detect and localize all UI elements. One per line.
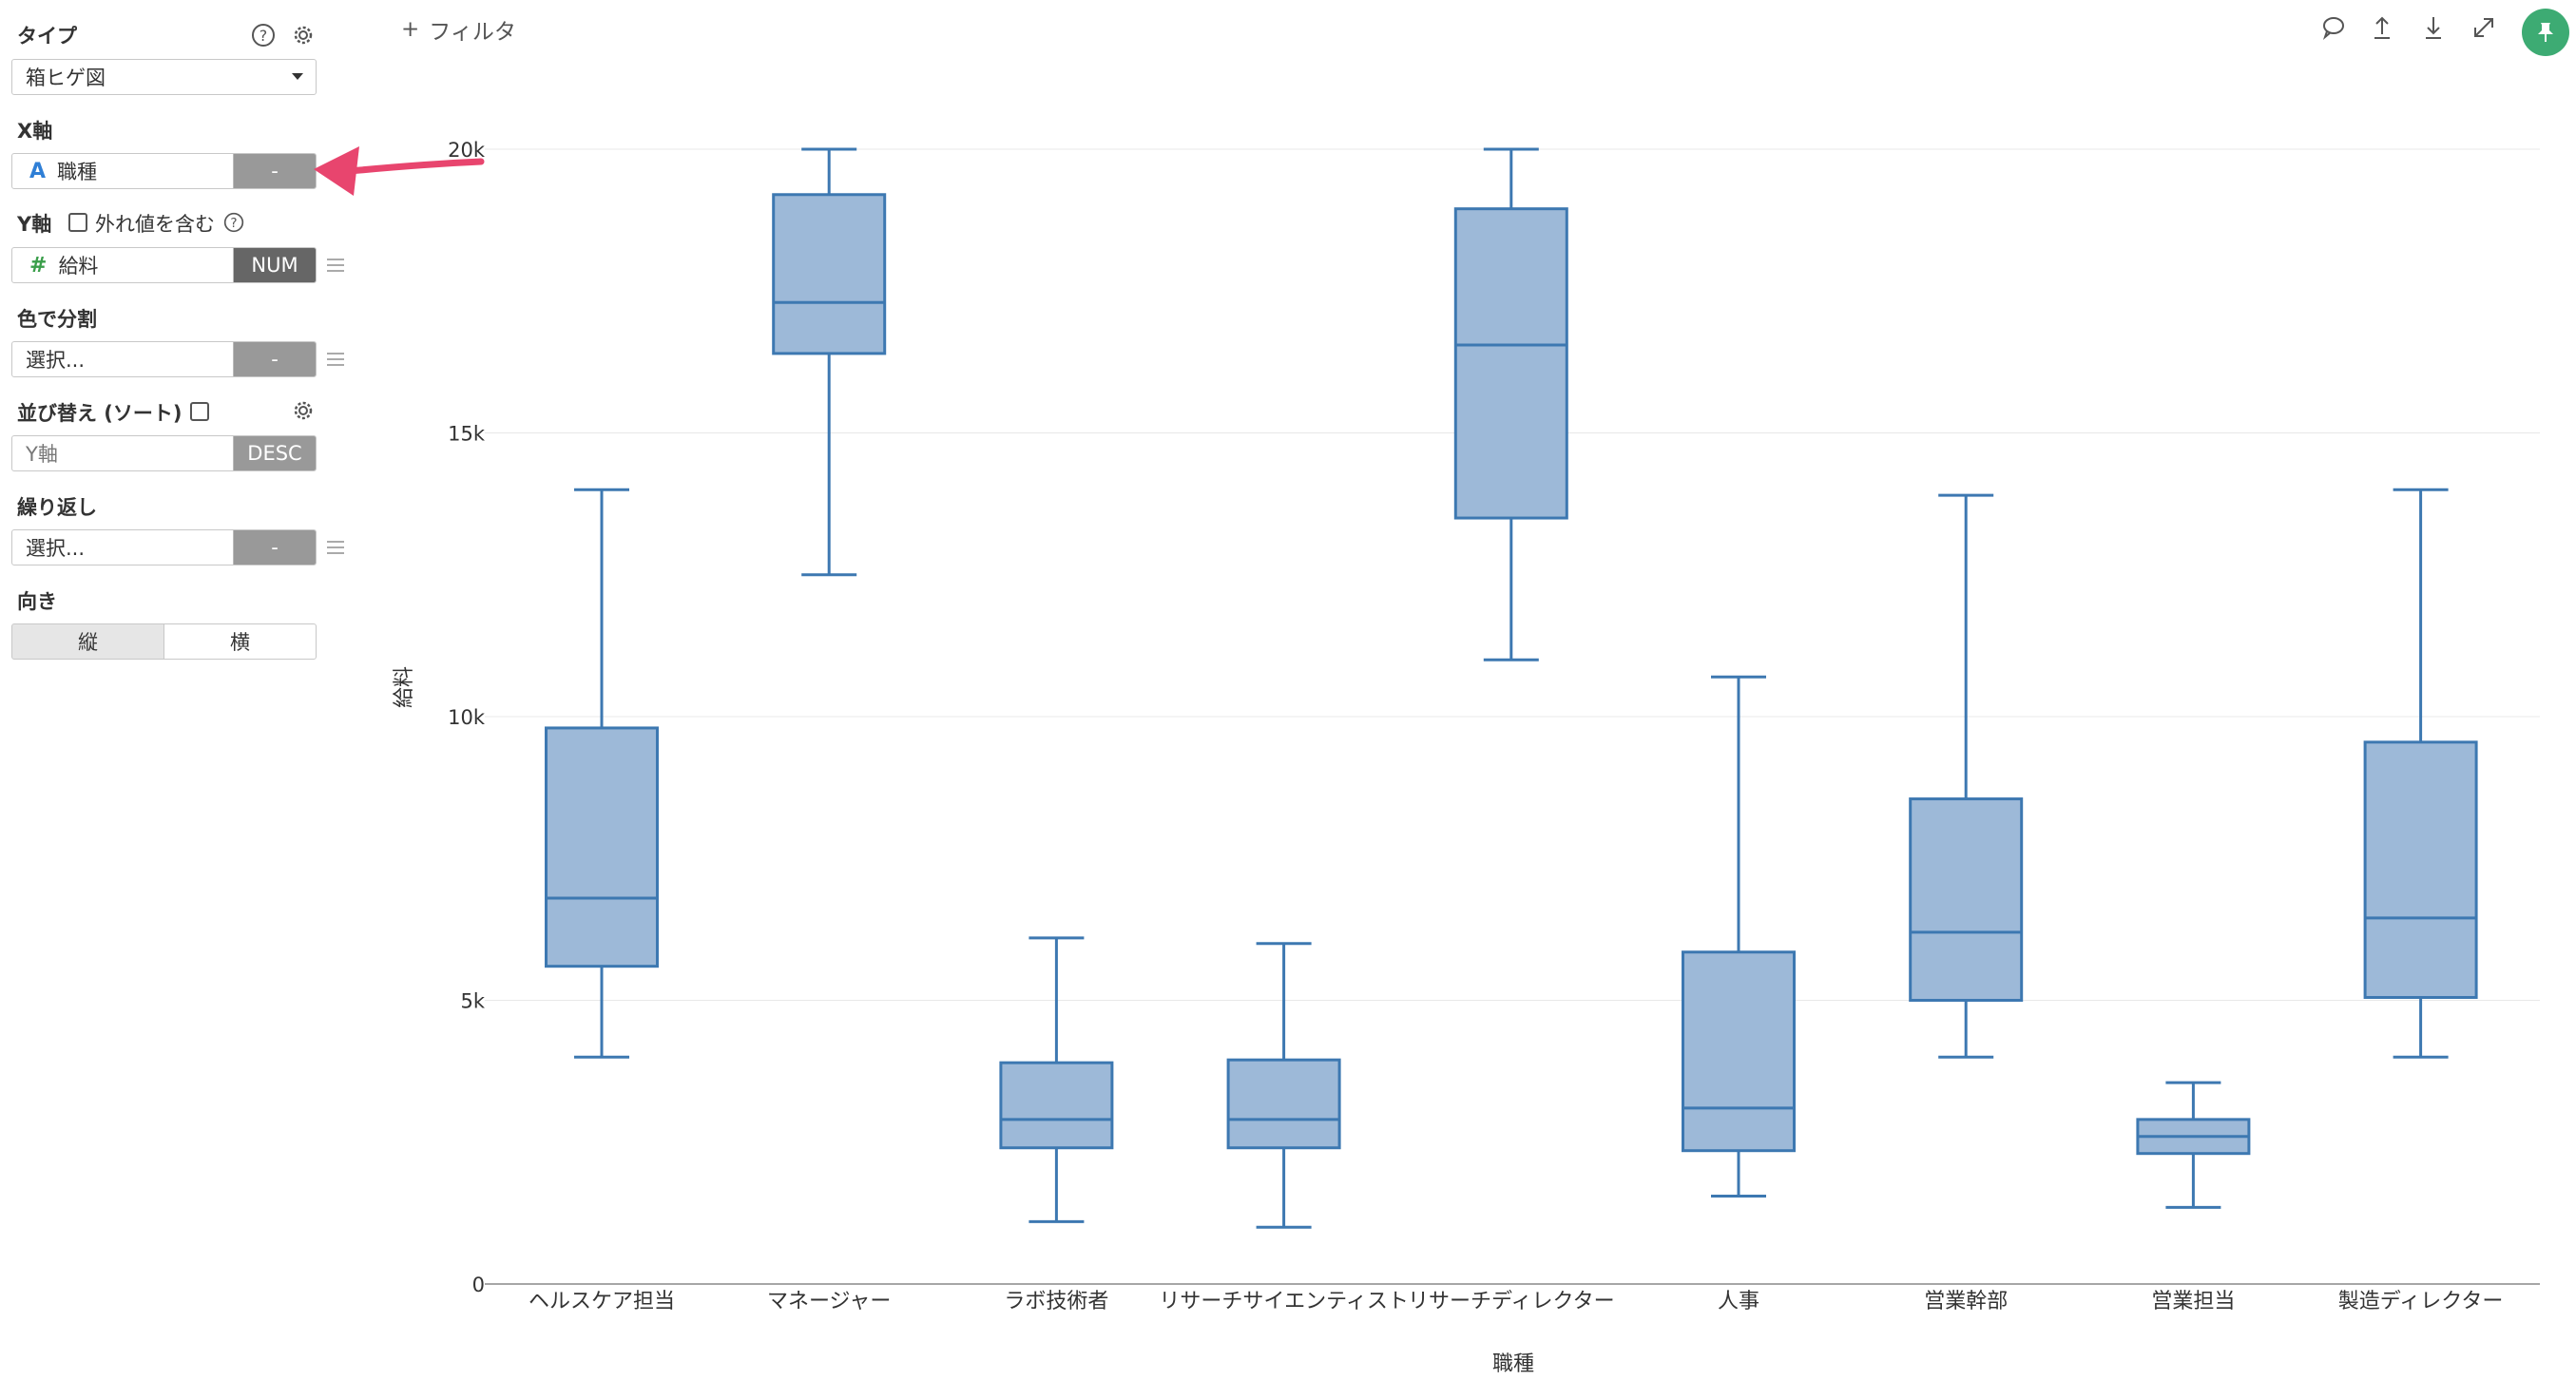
box-4 [1226,942,1341,1229]
sort-label: 並び替え (ソート) [17,402,183,425]
box-5 [1453,147,1568,661]
plus-icon: + [401,17,420,42]
help-icon[interactable]: ? [251,23,276,48]
box-2 [772,147,887,577]
expand-icon[interactable] [2470,13,2498,42]
repeat-label: 繰り返し [17,496,97,519]
y-axis-label: Y軸 [17,213,52,236]
x-tick-label: 人事 [1718,1290,1759,1313]
color-split-value: 選択... [26,349,86,372]
pin-icon [2538,23,2553,42]
x-tick-label: リサーチサイエンティスト [1159,1290,1408,1313]
orientation-label: 向き [17,590,57,613]
chart-type-value: 箱ヒゲ図 [26,67,106,89]
box-1 [545,488,659,1059]
color-split-field[interactable]: 選択... - [11,341,317,377]
include-outliers-checkbox[interactable] [68,213,87,232]
sort-field[interactable]: Y軸 DESC [11,435,317,471]
svg-text:?: ? [260,27,268,45]
y-tick-label: 20k [448,139,486,162]
comment-icon[interactable] [2319,13,2348,42]
color-split-label: 色で分割 [17,308,97,331]
x-axis-column: 職種 [57,161,98,183]
download-icon[interactable] [2419,13,2448,42]
help-icon[interactable]: ? [223,212,244,233]
iqr-box [545,726,659,968]
chart-type-select[interactable]: 箱ヒゲ図 [11,59,317,95]
y-tick-label: 10k [448,706,486,729]
x-tick-label: 営業担当 [2151,1290,2235,1313]
x-tick-label: ラボ技術者 [1004,1290,1108,1313]
sort-checkbox[interactable] [190,402,209,421]
x-tick-label: 営業幹部 [1924,1290,2008,1313]
menu-icon[interactable] [327,259,344,272]
x-axis-aggregation-button[interactable]: - [233,154,316,188]
gear-icon[interactable] [291,398,316,423]
menu-icon[interactable] [327,353,344,366]
orientation-vertical-button[interactable]: 縦 [11,623,164,660]
sort-order-button[interactable]: DESC [233,436,316,470]
orientation-horizontal-button[interactable]: 横 [163,623,317,660]
y-axis-field[interactable]: # 給料 NUM [11,247,317,283]
x-axis-label: X軸 [17,120,53,143]
box-9 [2363,488,2478,1059]
iqr-box [2363,740,2478,1000]
color-split-button[interactable]: - [233,342,316,376]
svg-text:?: ? [230,216,237,231]
add-filter-button[interactable]: + フィルタ [401,13,516,46]
iqr-box [1909,797,2024,1002]
boxes [545,147,2478,1229]
number-type-icon: # [29,253,48,278]
x-axis-title: 職種 [1492,1352,1534,1376]
repeat-value: 選択... [26,537,86,560]
iqr-box [772,193,887,355]
string-type-icon: A [29,159,47,183]
x-tick-label: ヘルスケア担当 [529,1290,675,1313]
upload-icon[interactable] [2368,13,2396,42]
x-tick-label: リサーチディレクター [1408,1290,1615,1313]
box-8 [2136,1081,2251,1209]
gear-icon[interactable] [291,23,316,48]
y-axis-ticks: 0 5k 10k 15k 20k [448,139,486,1296]
y-axis-title: 給料 [393,666,416,708]
sort-field-placeholder: Y軸 [26,443,58,466]
repeat-field[interactable]: 選択... - [11,529,317,565]
iqr-box [999,1061,1114,1150]
y-tick-label: 5k [460,990,485,1013]
iqr-box [1682,950,1796,1153]
box-7 [1909,493,2024,1059]
pin-button[interactable] [2522,9,2569,56]
x-axis-ticks: ヘルスケア担当 マネージャー ラボ技術者 リサーチサイエンティスト リサーチディレクター… [529,1290,2503,1313]
menu-icon[interactable] [327,541,344,554]
type-label: タイプ [17,25,77,48]
iqr-box [1453,207,1568,520]
iqr-box [1226,1058,1341,1150]
y-tick-label: 15k [448,423,486,446]
x-axis-field[interactable]: A 職種 - [11,153,317,189]
x-tick-label: マネージャー [767,1290,891,1313]
dropdown-caret-icon [292,73,303,80]
annotation-arrow [314,146,485,196]
repeat-button[interactable]: - [233,530,316,565]
box-3 [999,936,1114,1223]
y-axis-type-button[interactable]: NUM [233,248,316,282]
include-outliers-label: 外れ値を含む [95,213,215,236]
y-tick-label: 0 [472,1274,485,1296]
settings-panel: タイプ ? 箱ヒゲ図 X軸 A 職種 - Y軸 外れ値を含む ? # 給料 NU… [0,0,361,1380]
box-6 [1682,675,1796,1198]
y-axis-column: 給料 [58,255,99,278]
add-filter-label: フィルタ [429,20,516,45]
x-tick-label: 製造ディレクター [2338,1290,2504,1313]
